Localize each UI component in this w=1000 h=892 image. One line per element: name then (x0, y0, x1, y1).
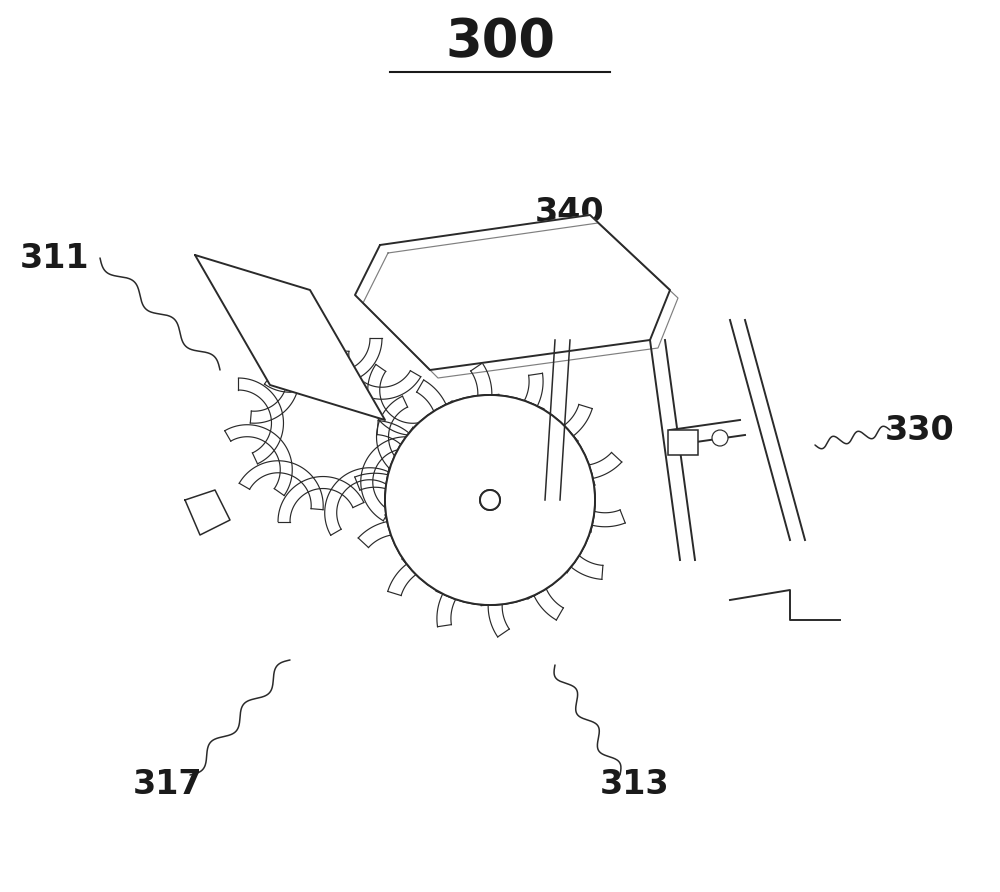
Circle shape (385, 395, 595, 605)
Polygon shape (551, 472, 603, 579)
Text: 340: 340 (535, 195, 605, 228)
Polygon shape (238, 378, 283, 464)
Polygon shape (225, 425, 292, 496)
Polygon shape (337, 351, 421, 400)
Polygon shape (250, 339, 299, 423)
Polygon shape (405, 363, 492, 449)
Polygon shape (361, 437, 410, 521)
Text: 317: 317 (133, 769, 203, 802)
Circle shape (480, 490, 500, 510)
Polygon shape (529, 517, 593, 620)
Polygon shape (355, 215, 670, 370)
Polygon shape (296, 338, 382, 384)
Polygon shape (355, 474, 430, 569)
Polygon shape (377, 421, 429, 528)
Text: 311: 311 (20, 242, 90, 275)
Polygon shape (526, 403, 622, 480)
Circle shape (712, 430, 728, 446)
Polygon shape (377, 396, 422, 482)
Polygon shape (387, 380, 451, 483)
Circle shape (385, 395, 595, 605)
Polygon shape (264, 325, 335, 392)
Polygon shape (358, 520, 454, 597)
Text: 300: 300 (445, 16, 555, 68)
Polygon shape (185, 490, 230, 535)
Polygon shape (440, 373, 543, 436)
Polygon shape (488, 551, 575, 637)
Circle shape (480, 490, 500, 510)
Polygon shape (278, 476, 364, 522)
Polygon shape (195, 255, 385, 420)
Text: 313: 313 (600, 769, 670, 802)
Polygon shape (239, 461, 323, 509)
Polygon shape (550, 431, 625, 527)
Polygon shape (388, 553, 495, 606)
Text: 330: 330 (885, 414, 955, 447)
Polygon shape (437, 564, 540, 627)
Polygon shape (325, 467, 396, 535)
Polygon shape (485, 394, 592, 448)
Bar (668, 430, 698, 455)
Polygon shape (368, 365, 435, 435)
